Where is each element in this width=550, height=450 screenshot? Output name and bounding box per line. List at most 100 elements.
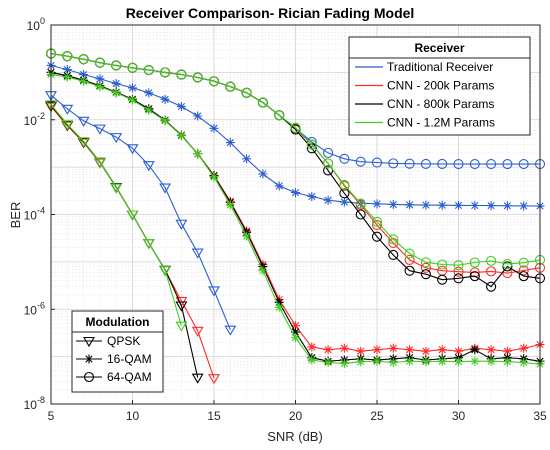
data-point: [323, 165, 334, 176]
legend-label: QPSK: [107, 334, 140, 348]
data-point: [306, 139, 317, 150]
data-point: [339, 358, 349, 368]
data-point: [404, 265, 415, 276]
data-point: [502, 159, 513, 170]
y-axis-ticks: 100 10-2 10-4 10-6 10-8: [24, 16, 55, 412]
data-point: [371, 219, 383, 231]
data-point: [372, 345, 382, 355]
data-point: [437, 158, 448, 169]
data-point: [307, 191, 317, 201]
series-line: [50, 52, 541, 266]
data-point: [192, 72, 203, 83]
data-point: [453, 266, 464, 277]
data-point: [388, 158, 399, 169]
data-point: [437, 356, 447, 366]
legend-entry: QPSK: [76, 334, 140, 348]
data-point: [258, 169, 268, 179]
y-tick-label: 10-8: [24, 395, 45, 412]
data-point: [127, 62, 138, 73]
legend-label: 16-QAM: [107, 352, 152, 366]
data-point: [388, 234, 399, 245]
data-point: [502, 261, 513, 272]
data-point: [175, 321, 188, 332]
data-point: [274, 181, 284, 191]
data-point: [160, 116, 170, 126]
data-point: [404, 254, 415, 265]
x-tick-label: 5: [48, 409, 55, 423]
legend-entry: 16-QAM: [76, 352, 152, 366]
data-point: [94, 57, 105, 68]
data-point: [258, 266, 268, 276]
data-point: [502, 258, 513, 270]
data-point: [469, 257, 480, 268]
data-point: [371, 216, 383, 227]
data-point: [355, 209, 366, 220]
data-point: [486, 345, 496, 355]
legend-entry: 64-QAM: [76, 370, 152, 384]
series-cnn-1-2m-params-qpsk: [45, 100, 188, 332]
data-point: [225, 200, 235, 210]
data-point: [93, 124, 106, 135]
x-tick-label: 35: [533, 409, 547, 423]
data-point: [95, 74, 105, 84]
data-point: [95, 82, 105, 92]
data-point: [142, 161, 155, 172]
data-point: [502, 357, 512, 367]
data-point: [144, 88, 154, 98]
data-point: [79, 76, 89, 86]
data-point: [291, 188, 300, 198]
data-point: [143, 64, 154, 76]
data-point: [486, 281, 497, 292]
legend-label: CNN - 800k Params: [387, 97, 494, 111]
data-point: [454, 346, 463, 356]
legend-entry: Traditional Receiver: [355, 60, 493, 74]
data-point: [160, 67, 171, 78]
data-point: [519, 201, 529, 211]
data-point: [257, 97, 268, 108]
data-point: [339, 343, 349, 353]
data-point: [176, 102, 186, 112]
data-point: [486, 201, 496, 211]
data-point: [291, 333, 300, 343]
data-point: [356, 357, 366, 367]
data-point: [225, 81, 236, 92]
data-point: [159, 266, 172, 277]
data-point: [61, 120, 74, 131]
data-point: [469, 271, 480, 282]
data-point: [144, 105, 154, 115]
data-point: [111, 79, 121, 89]
data-point: [420, 158, 431, 169]
data-point: [128, 83, 137, 93]
x-tick-label: 20: [289, 409, 303, 423]
data-point: [518, 159, 529, 170]
data-point: [420, 262, 431, 273]
data-point: [209, 172, 219, 182]
x-tick-label: 10: [126, 409, 140, 423]
legend-label: CNN - 200k Params: [387, 79, 494, 93]
data-point: [193, 111, 203, 121]
data-point: [77, 137, 90, 148]
data-point: [241, 87, 252, 98]
data-point: [110, 183, 123, 194]
x-tick-label: 30: [452, 409, 466, 423]
data-point: [142, 238, 155, 250]
data-point: [453, 159, 464, 170]
series-cnn-1-2m-params-64-qam: [45, 48, 546, 271]
data-point: [420, 269, 431, 280]
x-tick-label: 15: [207, 409, 221, 423]
data-point: [111, 88, 121, 98]
x-axis-ticks: 5 10 15 20 25 30 35: [48, 400, 547, 423]
data-point: [274, 297, 284, 307]
data-point: [291, 321, 300, 331]
data-point: [208, 76, 220, 87]
data-point: [388, 199, 398, 209]
data-point: [486, 356, 496, 366]
data-point: [306, 136, 317, 147]
data-point: [404, 248, 415, 259]
data-point: [208, 374, 220, 385]
data-point: [61, 104, 74, 115]
legend-label: CNN - 1.2M Params: [387, 116, 495, 130]
series-line: [50, 104, 182, 326]
data-point: [307, 342, 317, 352]
data-point: [372, 199, 382, 209]
